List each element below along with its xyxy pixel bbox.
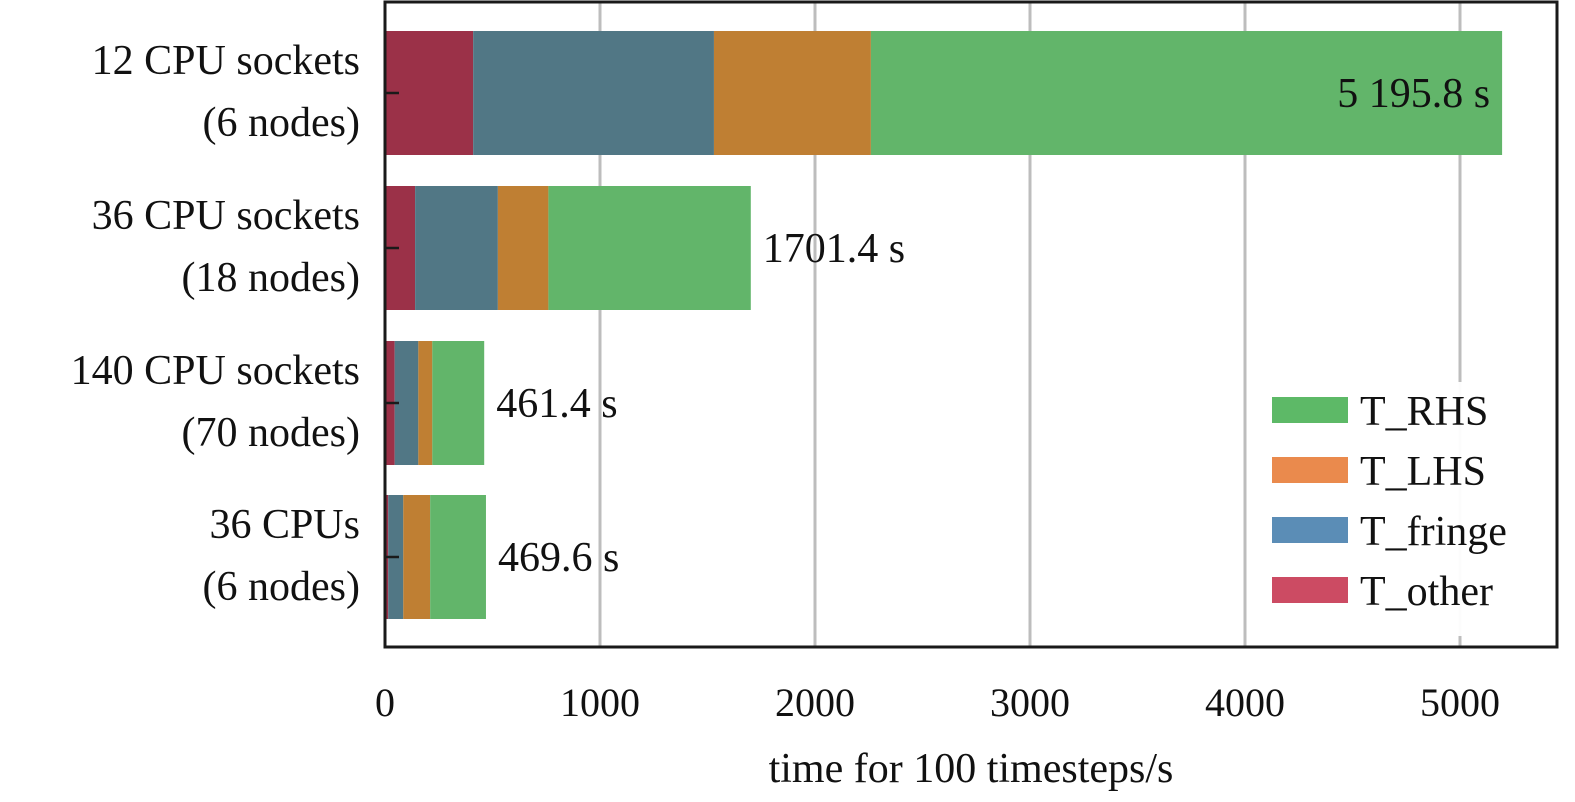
bar-segment-t-lhs xyxy=(713,31,871,155)
bar-segment-t-rhs xyxy=(870,31,1503,155)
labels: 0 1000 2000 3000 4000 5000 12 CPU sockets (6 no… xyxy=(71,38,1500,725)
legend-label: T_RHS xyxy=(1360,389,1488,435)
x-tick-label: 2000 xyxy=(775,680,855,725)
bar-segment-t-other xyxy=(385,31,474,155)
category-label: 36 CPU sockets xyxy=(92,193,360,239)
bars xyxy=(385,31,1503,619)
x-tick-label: 0 xyxy=(375,680,395,725)
bar-segment-t-lhs xyxy=(497,186,549,310)
category-label: 36 CPUs xyxy=(209,502,360,548)
category-label-sub: (18 nodes) xyxy=(182,255,360,301)
legend-label: T_other xyxy=(1360,569,1493,615)
category-label-sub: (6 nodes) xyxy=(203,564,360,610)
total-label: 469.6 s xyxy=(498,535,619,581)
legend: T_RHS T_LHS T_fringe T_other xyxy=(1252,382,1536,636)
bar-segment-t-fringe xyxy=(473,31,714,155)
category-label-sub: (6 nodes) xyxy=(203,100,360,146)
bar-segment-t-rhs xyxy=(432,341,485,465)
legend-swatch xyxy=(1272,457,1348,483)
bar-segment-t-fringe xyxy=(415,186,498,310)
total-label: 5 195.8 s xyxy=(1337,71,1490,117)
legend-swatch xyxy=(1272,517,1348,543)
bar-segment-t-fringe xyxy=(394,341,419,465)
legend-swatch xyxy=(1272,397,1348,423)
total-label: 461.4 s xyxy=(496,381,617,427)
total-label: 1701.4 s xyxy=(763,226,905,272)
x-tick-label: 4000 xyxy=(1205,680,1285,725)
legend-label: T_LHS xyxy=(1360,449,1486,495)
bar-segment-t-lhs xyxy=(418,341,433,465)
bar-segment-t-rhs xyxy=(548,186,751,310)
bar-segment-t-rhs xyxy=(430,495,486,619)
category-label: 12 CPU sockets xyxy=(92,38,360,84)
x-axis-label: time for 100 timesteps/s xyxy=(769,746,1174,792)
category-label-sub: (70 nodes) xyxy=(182,410,360,456)
legend-label: T_fringe xyxy=(1360,509,1507,555)
category-label: 140 CPU sockets xyxy=(71,348,360,394)
x-tick-label: 1000 xyxy=(560,680,640,725)
bar-segment-t-lhs xyxy=(403,495,431,619)
legend-swatch xyxy=(1272,577,1348,603)
x-tick-label: 5000 xyxy=(1420,680,1500,725)
plot-frame xyxy=(383,0,1559,649)
x-tick-label: 3000 xyxy=(990,680,1070,725)
